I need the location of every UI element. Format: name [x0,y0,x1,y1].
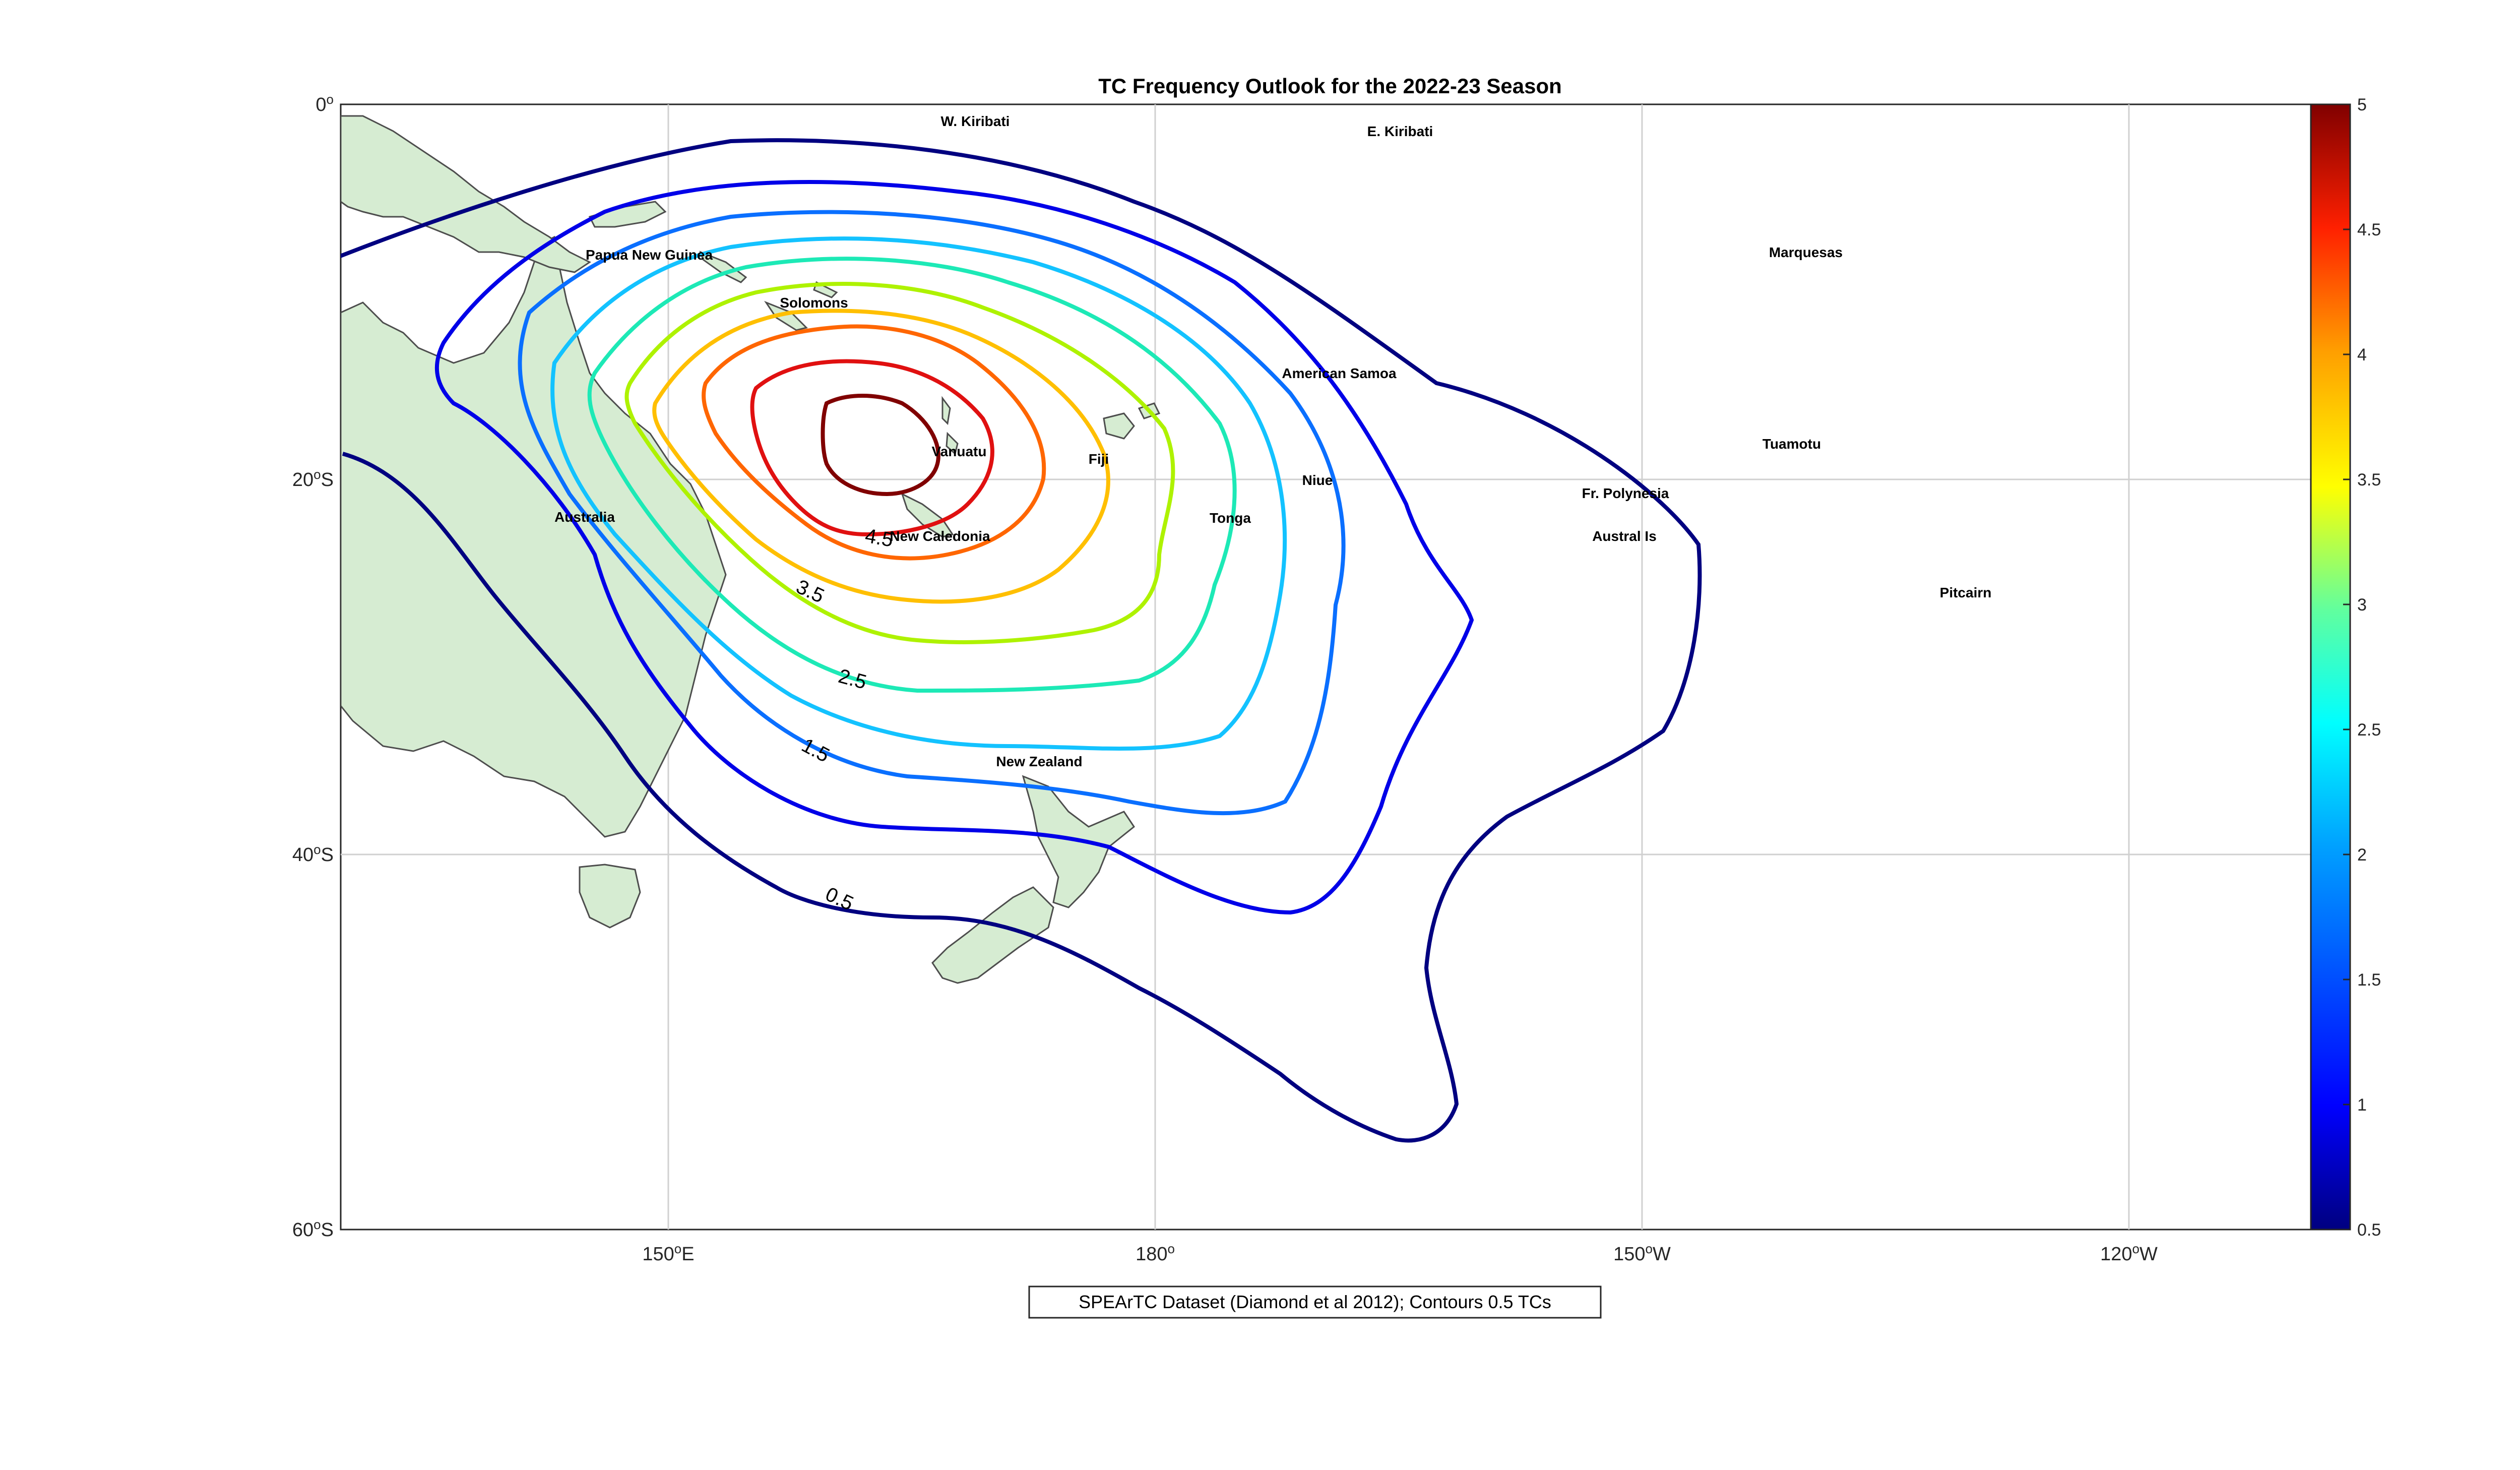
colorbar-tick-label: 5 [2357,95,2367,114]
vanuatu-islands [941,396,959,455]
contour-line-3 [624,282,1175,644]
map-title: TC Frequency Outlook for the 2022-23 Sea… [1098,74,1562,98]
contour-line-3-5 [652,309,1110,604]
contour-line-4-5 [750,359,994,537]
contour-line-1 [434,179,1474,915]
fiji-islands [1103,402,1161,440]
contour-lines [341,138,1702,1143]
colorbar-tick-label: 2 [2357,845,2367,865]
latitude-ticks: 0o 20oS 40oS 60oS [292,92,334,1241]
place-labels: W. Kiribati E. Kiribati Marquesas Papua … [554,113,1991,769]
lat-tick-60s: 60oS [292,1217,334,1241]
colorbar-tick-label: 0.5 [2357,1220,2381,1240]
australia-landmass [341,235,727,838]
dataset-note: SPEArTC Dataset (Diamond et al 2012); Co… [1028,1285,1602,1319]
new-guinea-landmass [341,115,591,273]
label-fr-polynesia: Fr. Polynesia [1582,485,1669,501]
colorbar: 0.5 1 1.5 2 2.5 3 3.5 4 4.5 5 [2310,95,2381,1240]
dataset-note-box [1028,1285,1602,1319]
tasmania-landmass [579,864,641,929]
dataset-note-text: SPEArTC Dataset (Diamond et al 2012); Co… [1079,1292,1551,1312]
label-fiji: Fiji [1089,451,1109,467]
label-solomons: Solomons [780,295,848,311]
label-austral-is: Austral Is [1592,528,1657,544]
label-american-samoa: American Samoa [1282,365,1397,381]
new-caledonia-landmass [901,493,954,538]
colorbar-tick-label: 4.5 [2357,220,2381,239]
lat-tick-40s: 40oS [292,842,334,866]
colorbar-tick-label: 2.5 [2357,720,2381,740]
colorbar-tick-label: 1 [2357,1095,2367,1115]
label-new-caledonia: New Caledonia [890,528,990,544]
colorbar-tick-label: 3 [2357,595,2367,615]
lat-tick-0: 0o [316,92,334,115]
contour-line-4 [702,324,1046,561]
label-vanuatu: Vanuatu [932,444,987,459]
contour-line-2-5 [587,257,1237,693]
colorbar-gradient [2310,103,2351,1231]
label-tuamotu: Tuamotu [1762,436,1821,452]
label-tonga: Tonga [1210,510,1251,526]
contour-line-1-5 [518,210,1346,816]
label-png: Papua New Guinea [586,247,713,263]
contour-label-4-5: 4.5 [863,525,895,552]
contour-line-5 [821,394,940,497]
contour-line-2 [550,236,1287,751]
label-w-kiribati: W. Kiribati [941,113,1010,129]
colorbar-tick-label: 3.5 [2357,470,2381,489]
label-e-kiribati: E. Kiribati [1367,124,1433,139]
colorbar-ticks: 0.5 1 1.5 2 2.5 3 3.5 4 4.5 5 [2343,95,2381,1240]
longitude-ticks: 150oE 180o 150oW 120oW [642,1241,2158,1265]
label-australia: Australia [554,509,615,525]
label-niue: Niue [1302,472,1333,488]
colorbar-tick-label: 1.5 [2357,970,2381,990]
lon-tick-180: 180o [1136,1241,1175,1265]
colorbar-tick-label: 4 [2357,345,2367,364]
contour-line-0-5 [341,138,1702,1143]
lat-tick-20s: 20oS [292,467,334,491]
label-pitcairn: Pitcairn [1940,585,1992,600]
lon-tick-120w: 120oW [2100,1241,2158,1265]
new-zealand-south-island [931,886,1054,984]
lon-tick-150e: 150oE [642,1241,694,1265]
lon-tick-150w: 150oW [1613,1241,1671,1265]
label-new-zealand: New Zealand [996,754,1082,769]
label-marquesas: Marquesas [1769,244,1843,260]
